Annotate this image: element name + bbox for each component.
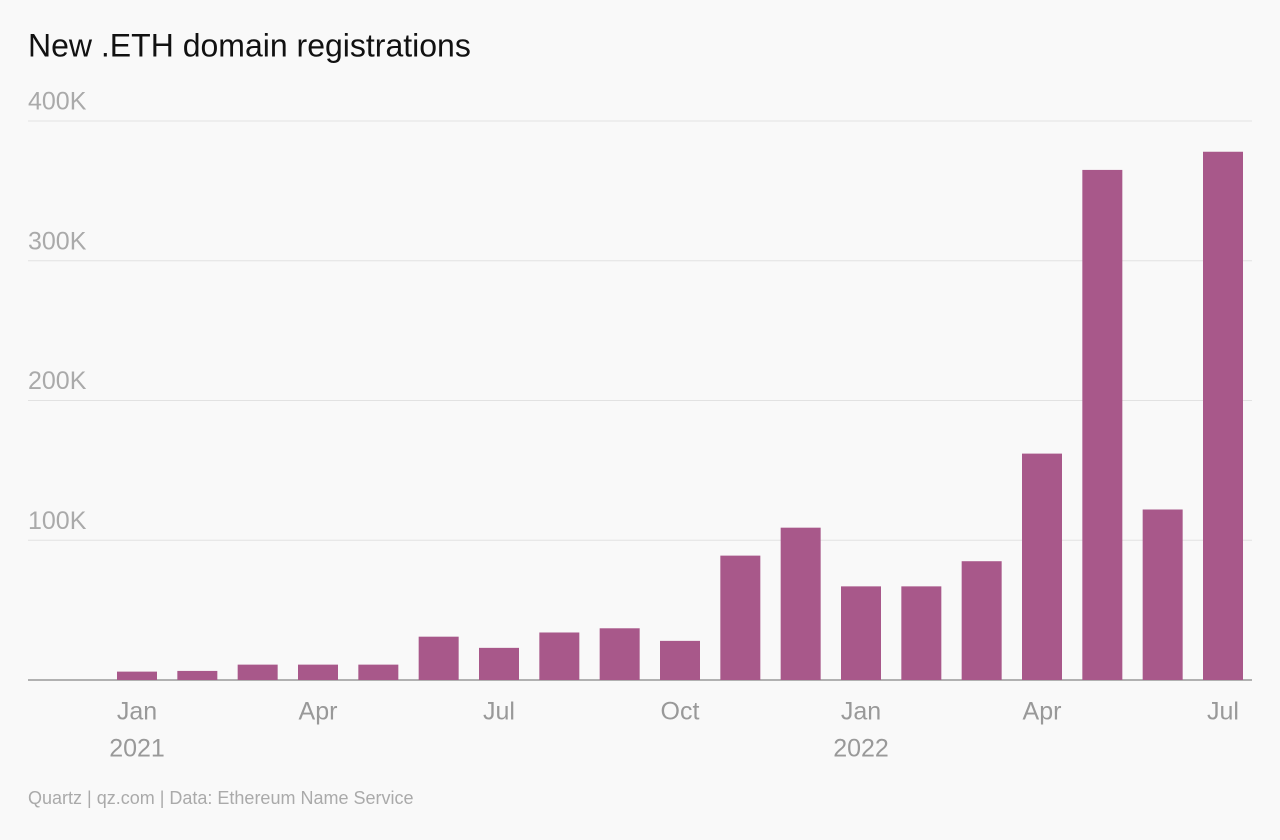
bar: [1022, 453, 1062, 680]
bar: [418, 636, 459, 680]
y-tick-label: 300K: [28, 227, 87, 255]
chart-title: New .ETH domain registrations: [28, 27, 471, 63]
y-tick-label: 100K: [28, 507, 87, 535]
x-tick-label: Jul: [1207, 698, 1239, 726]
bar: [780, 527, 821, 680]
bar: [237, 664, 278, 680]
bar: [358, 664, 399, 680]
bar: [961, 561, 1002, 680]
bar: [660, 640, 700, 680]
x-tick-label: Apr: [299, 698, 338, 726]
bar: [298, 664, 338, 680]
y-tick-label: 400K: [28, 88, 87, 116]
x-tick-label: Jan: [841, 698, 881, 726]
x-year-label: 2021: [109, 735, 165, 763]
x-tick-label: Jul: [483, 698, 515, 726]
bar: [841, 586, 881, 680]
bar: [1203, 151, 1243, 680]
y-tick-label: 200K: [28, 367, 87, 395]
bar: [177, 670, 218, 680]
bar: [539, 632, 580, 680]
bar: [117, 671, 157, 680]
bar: [1082, 169, 1123, 680]
x-tick-label: Apr: [1023, 698, 1062, 726]
bar: [901, 586, 942, 680]
bar: [479, 647, 519, 680]
bar: [599, 628, 640, 680]
x-tick-label: Jan: [117, 698, 157, 726]
bar: [1142, 509, 1183, 680]
source-note: Quartz | qz.com | Data: Ethereum Name Se…: [28, 788, 414, 808]
x-tick-label: Oct: [661, 698, 700, 726]
x-year-label: 2022: [833, 735, 889, 763]
bar: [720, 555, 761, 680]
